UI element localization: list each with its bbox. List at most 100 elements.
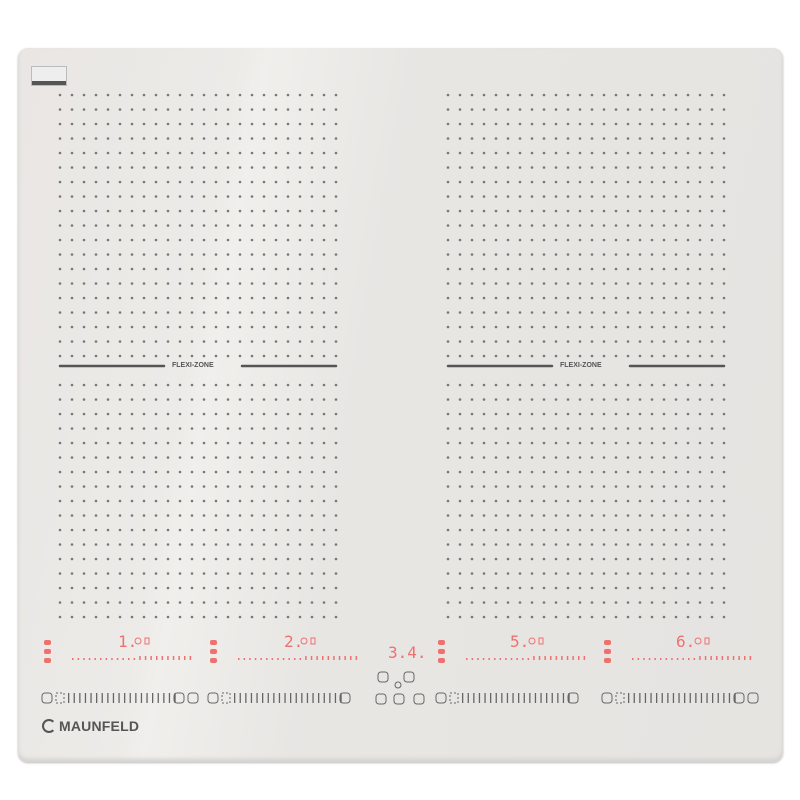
power-slider-tick[interactable] (462, 693, 464, 703)
power-slider-tick[interactable] (478, 693, 481, 703)
zone-select-button[interactable] (601, 692, 613, 704)
power-slider-tick[interactable] (239, 693, 241, 703)
pause-icon[interactable] (187, 692, 199, 704)
power-slider-tick[interactable] (700, 693, 703, 703)
bridge-icon[interactable] (449, 692, 459, 704)
lock-icon[interactable] (413, 693, 425, 705)
power-slider-tick[interactable] (540, 693, 542, 703)
power-slider-tick[interactable] (163, 693, 165, 703)
power-slider-tick[interactable] (146, 693, 148, 703)
power-slider-tick[interactable] (174, 693, 176, 703)
power-slider-tick[interactable] (340, 693, 342, 703)
plus-icon[interactable] (403, 671, 415, 683)
power-slider-tick[interactable] (712, 693, 714, 703)
power-slider-tick[interactable] (512, 693, 514, 703)
power-slider-tick[interactable] (678, 693, 680, 703)
play-icon[interactable] (375, 693, 387, 705)
minus-icon[interactable] (377, 671, 389, 683)
zone-select-button[interactable] (435, 692, 447, 704)
bridge-icon[interactable] (55, 692, 65, 704)
power-slider-tick[interactable] (661, 693, 663, 703)
power-slider-tick[interactable] (295, 693, 297, 703)
power-slider-tick[interactable] (107, 693, 109, 703)
boost-p-icon[interactable] (567, 692, 579, 704)
power-slider-tick[interactable] (284, 693, 286, 703)
power-slider-tick[interactable] (650, 693, 652, 703)
power-slider-tick[interactable] (568, 693, 570, 703)
power-slider-tick[interactable] (656, 693, 658, 703)
power-slider-tick[interactable] (644, 693, 647, 703)
power-slider-tick[interactable] (90, 693, 92, 703)
zone-select-button[interactable] (41, 692, 53, 704)
boost-p-icon[interactable] (733, 692, 745, 704)
power-slider-tick[interactable] (551, 693, 553, 703)
power-slider-tick[interactable] (506, 693, 509, 703)
power-slider-tick[interactable] (112, 693, 115, 703)
power-slider-tick[interactable] (501, 693, 503, 703)
power-slider-tick[interactable] (706, 693, 708, 703)
power-slider-tick[interactable] (728, 693, 731, 703)
pause-icon[interactable] (747, 692, 759, 704)
power-slider-tick[interactable] (273, 693, 275, 703)
power-slider-tick[interactable] (334, 693, 337, 703)
power-slider-tick[interactable] (723, 693, 725, 703)
power-slider-tick[interactable] (689, 693, 691, 703)
power-slider-tick[interactable] (473, 693, 475, 703)
power-slider-tick[interactable] (96, 693, 98, 703)
power-slider-tick[interactable] (168, 693, 171, 703)
power-slider-tick[interactable] (490, 693, 492, 703)
power-slider-tick[interactable] (672, 693, 675, 703)
power-slider-tick[interactable] (318, 693, 320, 703)
power-slider-tick[interactable] (529, 693, 531, 703)
power-slider-tick[interactable] (135, 693, 137, 703)
power-slider-tick[interactable] (124, 693, 126, 703)
power-slider-tick[interactable] (562, 693, 565, 703)
power-slider-tick[interactable] (245, 693, 247, 703)
power-slider-tick[interactable] (262, 693, 264, 703)
power-slider-tick[interactable] (278, 693, 281, 703)
boost-p-icon[interactable] (339, 692, 351, 704)
boost-p-icon[interactable] (173, 692, 185, 704)
power-slider-tick[interactable] (157, 693, 159, 703)
power-slider-tick[interactable] (152, 693, 154, 703)
power-slider-tick[interactable] (639, 693, 641, 703)
power-slider-tick[interactable] (84, 693, 87, 703)
power-slider-tick[interactable] (129, 693, 131, 703)
power-slider-tick[interactable] (234, 693, 236, 703)
power-slider-tick[interactable] (101, 693, 103, 703)
power-slider-tick[interactable] (467, 693, 469, 703)
zone-select-button[interactable] (207, 692, 219, 704)
power-slider-tick[interactable] (523, 693, 525, 703)
bridge-icon[interactable] (221, 692, 231, 704)
power-icon[interactable] (393, 693, 405, 705)
induction-dot (446, 557, 450, 561)
power-slider-tick[interactable] (118, 693, 120, 703)
power-slider-tick[interactable] (518, 693, 520, 703)
power-slider-tick[interactable] (73, 693, 75, 703)
power-slider-tick[interactable] (546, 693, 548, 703)
power-slider-tick[interactable] (557, 693, 559, 703)
power-slider-tick[interactable] (312, 693, 314, 703)
power-slider-tick[interactable] (306, 693, 309, 703)
power-slider-tick[interactable] (534, 693, 537, 703)
bridge-icon[interactable] (615, 692, 625, 704)
power-slider-tick[interactable] (140, 693, 143, 703)
power-slider-tick[interactable] (684, 693, 686, 703)
power-slider-tick[interactable] (695, 693, 697, 703)
power-slider-tick[interactable] (290, 693, 292, 703)
power-slider-tick[interactable] (250, 693, 253, 703)
power-slider-tick[interactable] (628, 693, 630, 703)
power-slider-tick[interactable] (329, 693, 331, 703)
power-slider-tick[interactable] (484, 693, 486, 703)
power-slider-tick[interactable] (267, 693, 269, 703)
power-slider-tick[interactable] (734, 693, 736, 703)
power-slider-tick[interactable] (495, 693, 497, 703)
power-slider-tick[interactable] (667, 693, 669, 703)
power-slider-tick[interactable] (79, 693, 81, 703)
power-slider-tick[interactable] (301, 693, 303, 703)
power-slider-tick[interactable] (323, 693, 325, 703)
power-slider-tick[interactable] (633, 693, 635, 703)
power-slider-tick[interactable] (717, 693, 719, 703)
power-slider-tick[interactable] (256, 693, 258, 703)
power-slider-tick[interactable] (68, 693, 70, 703)
